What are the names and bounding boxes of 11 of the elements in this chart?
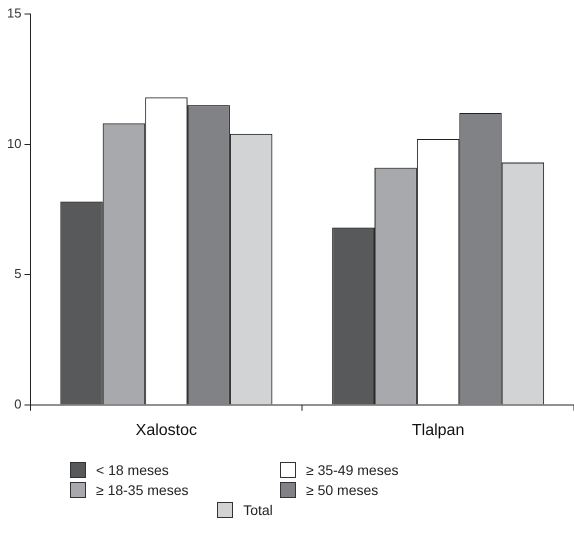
y-tick-label: 0 xyxy=(14,396,22,412)
legend-label: ≥ 50 meses xyxy=(306,482,378,498)
x-tick-label: Tlalpan xyxy=(412,422,464,439)
y-tick-label: 10 xyxy=(6,136,22,151)
y-tick-label: 15 xyxy=(6,6,22,21)
legend-label: < 18 meses xyxy=(96,462,169,478)
legend-label: ≥ 18-35 meses xyxy=(96,482,189,498)
legend-label: Total xyxy=(243,502,273,518)
y-tick-label: 5 xyxy=(14,266,22,282)
legend-label: ≥ 35-49 meses xyxy=(306,462,399,478)
x-tick-label: Xalostoc xyxy=(136,422,198,439)
